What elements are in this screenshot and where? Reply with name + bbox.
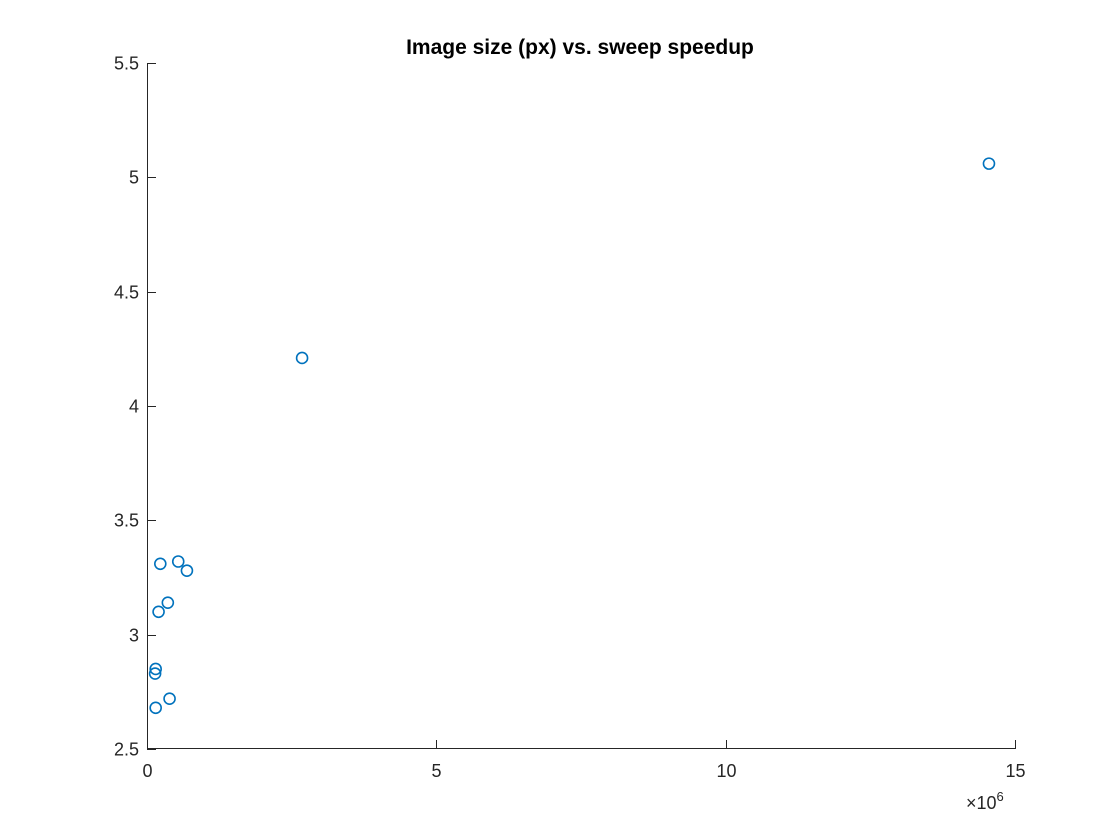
x-tick-label: 0 xyxy=(142,761,152,781)
x-tick-label: 15 xyxy=(1005,761,1025,781)
y-tick-label: 2.5 xyxy=(114,740,139,760)
plot-area: 2.5 3 3.5 4 4.5 5 5.5 0 5 10 15 xyxy=(114,54,1026,782)
data-point xyxy=(148,667,162,680)
data-point xyxy=(154,557,167,571)
data-points xyxy=(148,157,996,715)
y-tick-label: 5 xyxy=(129,168,139,188)
data-point xyxy=(982,157,996,170)
x-tick-label: 5 xyxy=(431,761,441,781)
y-tick-label: 4 xyxy=(129,397,139,417)
y-tick-label: 5.5 xyxy=(114,54,139,74)
x-exponent-power: 6 xyxy=(997,789,1004,804)
x-exponent-base: 10 xyxy=(977,793,997,813)
data-point xyxy=(149,662,162,676)
data-point xyxy=(161,596,175,609)
y-axis-ticks: 2.5 3 3.5 4 4.5 5 5.5 xyxy=(114,54,156,760)
data-point xyxy=(152,605,165,619)
y-tick-label: 3 xyxy=(129,626,139,646)
data-point xyxy=(163,692,176,705)
y-tick-label: 4.5 xyxy=(114,283,139,303)
data-point xyxy=(180,564,194,577)
data-point xyxy=(171,555,185,568)
x-axis-ticks: 0 5 10 15 xyxy=(142,740,1026,781)
x-tick-label: 10 xyxy=(716,761,736,781)
data-point xyxy=(149,701,162,715)
y-tick-label: 3.5 xyxy=(114,511,139,531)
data-point xyxy=(295,351,309,365)
chart-title: Image size (px) vs. sweep speedup xyxy=(406,36,754,59)
